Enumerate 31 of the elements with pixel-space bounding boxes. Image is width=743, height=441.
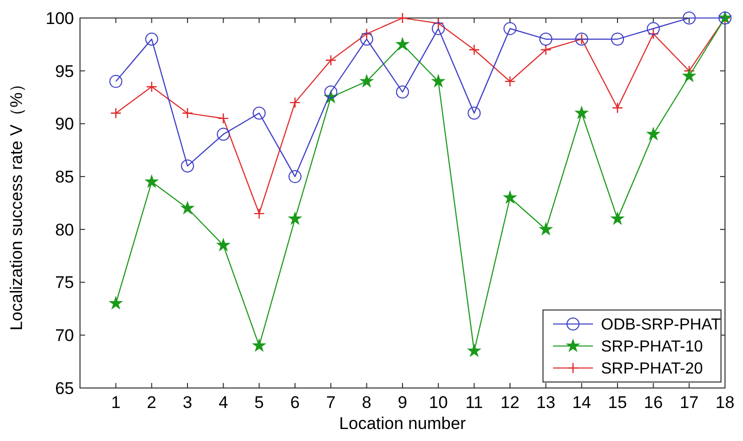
y-tick-label: 75 [55,273,74,292]
y-tick-label: 90 [55,114,74,134]
y-tick-label: 95 [55,62,74,81]
x-tick-label: 6 [290,393,300,412]
x-tick-label: 10 [428,393,448,412]
x-tick-label: 17 [680,393,699,412]
x-tick-label: 3 [182,393,192,412]
x-tick-label: 12 [500,393,520,412]
x-tick-label: 4 [218,393,228,412]
y-axis-title: Localization success rate V（%） [7,75,26,331]
y-tick-label: 65 [55,378,74,398]
y-tick-label: 70 [55,326,74,346]
legend-label: SRP-PHAT-10 [601,338,704,356]
x-tick-label: 8 [362,393,372,412]
x-tick-label: 15 [608,393,627,412]
legend-label: ODB-SRP-PHAT [601,316,721,334]
y-tick-label: 100 [46,8,74,28]
y-tick-label: 85 [55,168,74,187]
x-tick-label: 7 [326,393,336,412]
x-tick-label: 5 [254,393,264,412]
x-tick-label: 1 [111,393,121,412]
x-tick-label: 14 [572,393,592,412]
legend-label: SRP-PHAT-20 [601,360,704,378]
x-tick-label: 13 [536,393,556,412]
y-tick-label: 80 [55,220,74,240]
x-tick-label: 18 [716,393,734,412]
x-tick-label: 16 [644,393,663,412]
x-tick-label: 9 [398,393,408,412]
x-axis-title: Location number [339,414,466,433]
x-tick-label: 11 [465,393,483,412]
x-tick-label: 2 [146,393,156,412]
